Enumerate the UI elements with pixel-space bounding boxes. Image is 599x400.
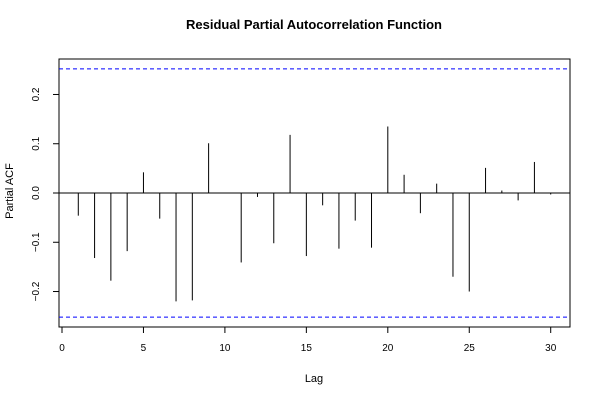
y-axis-label: Partial ACF — [4, 163, 16, 219]
chart-title: Residual Partial Autocorrelation Functio… — [186, 17, 442, 32]
x-tick-label-0: 0 — [59, 343, 65, 354]
y-tick-label-1: −0.1 — [31, 232, 42, 252]
plot-area: 0 5 10 15 20 25 30 −0.2 −0.1 0.0 0.1 0.2 — [31, 58, 571, 354]
x-tick-label-10: 10 — [219, 343, 231, 354]
y-tick-label-0: −0.2 — [31, 281, 42, 301]
y-tick-label-3: 0.1 — [31, 136, 42, 150]
x-tick-label-15: 15 — [301, 343, 313, 354]
x-tick-label-20: 20 — [382, 343, 394, 354]
x-axis-label: Lag — [305, 373, 323, 385]
x-tick-label-30: 30 — [545, 343, 557, 354]
y-tick-label-2: 0.0 — [31, 186, 42, 200]
x-tick-label-5: 5 — [141, 343, 147, 354]
x-tick-label-25: 25 — [464, 343, 476, 354]
y-tick-label-4: 0.2 — [31, 87, 42, 101]
